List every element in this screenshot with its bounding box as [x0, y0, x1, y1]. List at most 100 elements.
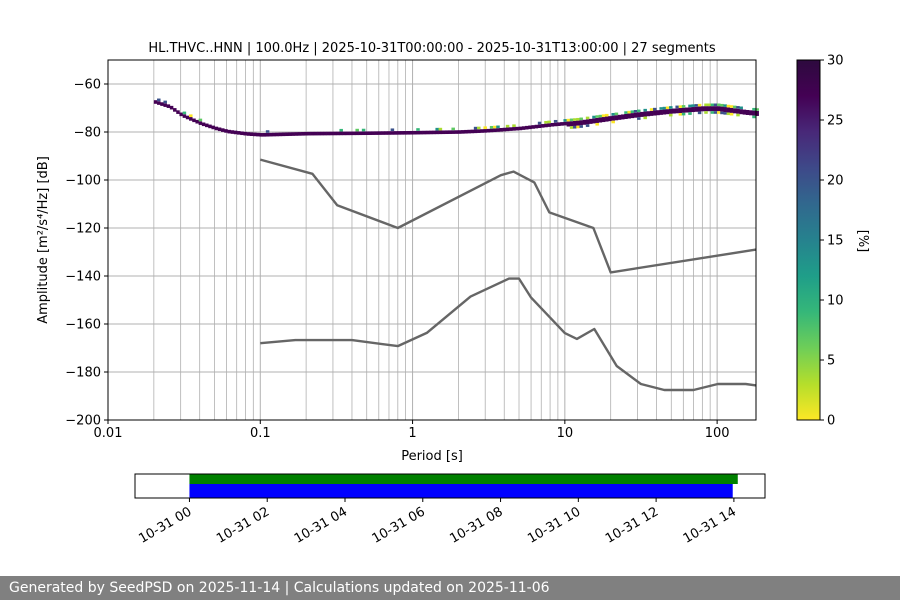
timeline-tick-label: 10-31 10 — [525, 504, 583, 546]
psd-cell — [560, 122, 564, 126]
psd-cell — [669, 113, 673, 117]
psd-cell — [611, 112, 615, 116]
timeline-panel: 10-31 00 10-31 02 10-31 04 10-31 06 10-31 08… — [134, 473, 766, 547]
psd-cell — [512, 127, 516, 131]
psd-cell — [451, 130, 455, 134]
psd-cell — [723, 107, 727, 113]
psd-cell — [691, 107, 695, 113]
psd-cell — [189, 117, 193, 121]
psd-cell — [489, 125, 494, 129]
psd-cell — [217, 127, 222, 132]
psd-cell — [182, 111, 187, 115]
psd-cell — [608, 116, 612, 122]
psd-cell — [697, 106, 702, 112]
psd-cell — [349, 131, 353, 136]
psd-cell — [589, 118, 593, 124]
psd-cell — [573, 125, 577, 129]
psd-cell — [653, 107, 657, 111]
psd-cell — [457, 130, 462, 134]
psd-cell — [729, 112, 734, 116]
psd-cell — [153, 100, 158, 104]
y-axis-label: Amplitude [m²/s⁴/Hz] [dB] — [36, 156, 51, 324]
psd-cell — [576, 125, 580, 129]
psd-cell — [230, 130, 235, 134]
psd-cell — [505, 127, 510, 132]
psd-cell — [688, 107, 692, 113]
psd-cell — [569, 126, 574, 129]
psd-cell — [752, 107, 756, 111]
psd-cell — [669, 106, 673, 109]
psd-cell — [723, 104, 727, 107]
psd-cell — [717, 106, 721, 112]
psd-cell — [713, 103, 718, 107]
psd-cell — [454, 130, 459, 134]
psd-cell — [563, 121, 567, 126]
psd-cell — [585, 116, 590, 120]
psd-cell — [240, 131, 244, 136]
green-coverage-bar — [189, 474, 738, 484]
psd-cell — [355, 128, 359, 132]
psd-cell — [173, 108, 177, 112]
psd-cell — [157, 101, 161, 105]
psd-cell — [182, 114, 187, 118]
psd-cell — [480, 129, 484, 133]
psd-cell — [637, 117, 641, 120]
psd-cell — [259, 133, 263, 137]
y-tick-label: −100 — [65, 174, 101, 189]
psd-cell — [269, 132, 273, 137]
psd-cell — [582, 119, 587, 125]
timeline-tick-label: 10-31 06 — [370, 504, 428, 546]
psd-cell — [585, 124, 590, 127]
psd-cell — [208, 124, 212, 129]
psd-cell — [627, 110, 631, 114]
psd-cell — [659, 107, 663, 110]
psd-cell — [614, 112, 619, 116]
psd-cell — [313, 131, 318, 136]
psd-cell — [595, 117, 599, 123]
psd-cell — [406, 130, 411, 135]
psd-cell — [528, 125, 532, 130]
psd-cell — [694, 106, 699, 112]
psd-cell — [461, 130, 465, 134]
psd-cell — [569, 118, 574, 122]
psd-cell — [483, 126, 487, 129]
timeline-tick-label: 10-31 04 — [292, 504, 350, 546]
psd-cell — [339, 131, 343, 136]
timeline-tick-label: 10-31 14 — [681, 504, 739, 546]
psd-cell — [557, 122, 561, 126]
psd-cell — [326, 131, 331, 136]
psd-cell — [198, 118, 203, 122]
psd-cell — [422, 130, 427, 135]
timeline-tick-label: 10-31 00 — [136, 504, 194, 546]
psd-cell — [726, 107, 731, 113]
psd-cell — [512, 124, 516, 127]
psd-cell — [345, 131, 350, 136]
footer-bar: Generated by SeedPSD on 2025-11-14 | Cal… — [0, 576, 900, 600]
psd-cell — [681, 112, 686, 116]
timeline-frame — [134, 473, 766, 499]
psd-cell — [390, 131, 395, 135]
psd-cell — [717, 111, 721, 114]
psd-cell — [160, 102, 164, 106]
psd-cell — [566, 118, 571, 122]
psd-cell — [649, 110, 654, 116]
colorbar: 0 5 10 15 20 25 30 — [796, 54, 844, 429]
y-tick-label: −80 — [74, 126, 101, 141]
high-noise-model-line — [259, 158, 757, 274]
psd-cell — [265, 130, 270, 133]
psd-cell — [477, 126, 481, 130]
psd-cell — [720, 106, 724, 112]
psd-cell — [352, 131, 356, 136]
psd-cell — [630, 113, 635, 119]
psd-cell — [438, 127, 443, 131]
psd-cell — [499, 127, 503, 132]
psd-cell — [163, 100, 167, 104]
psd-cell — [640, 111, 644, 117]
psd-cell — [310, 131, 315, 136]
psd-cell — [710, 111, 715, 114]
psd-cell — [336, 131, 340, 136]
psd-cell — [729, 105, 734, 108]
psd-cell — [307, 131, 311, 136]
psd-cell — [470, 129, 475, 134]
y-tick-label: −160 — [65, 318, 101, 333]
